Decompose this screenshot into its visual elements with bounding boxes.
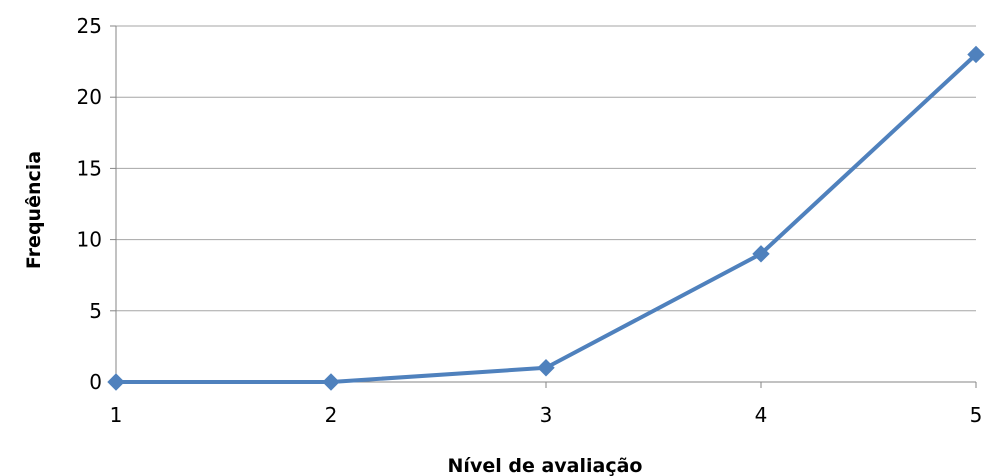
x-tick-label: 2 bbox=[325, 403, 338, 427]
tick-labels: 0 5 10 15 20 25 1 2 3 4 5 bbox=[77, 14, 983, 427]
series-layer bbox=[107, 45, 985, 391]
data-point-marker bbox=[107, 373, 125, 391]
axes bbox=[110, 25, 977, 388]
y-axis-title: Frequência bbox=[23, 151, 45, 269]
series-line bbox=[114, 52, 978, 384]
y-tick-label: 20 bbox=[77, 85, 102, 109]
data-point-marker bbox=[537, 359, 555, 377]
data-point-marker bbox=[967, 45, 985, 64]
x-axis-title: Nível de avaliação bbox=[448, 455, 643, 476]
y-tick-label: 10 bbox=[77, 228, 102, 252]
y-tick-label: 5 bbox=[89, 299, 102, 323]
y-tick-label: 0 bbox=[89, 370, 102, 394]
data-point-marker bbox=[752, 245, 770, 263]
y-tick-label: 15 bbox=[77, 156, 102, 180]
x-tick-label: 3 bbox=[540, 403, 553, 427]
y-tick-label: 25 bbox=[77, 14, 102, 38]
x-tick-label: 4 bbox=[755, 403, 768, 427]
x-tick-label: 5 bbox=[970, 403, 983, 427]
data-point-marker bbox=[322, 373, 340, 391]
x-tick-label: 1 bbox=[110, 403, 123, 427]
gridlines bbox=[116, 25, 976, 312]
